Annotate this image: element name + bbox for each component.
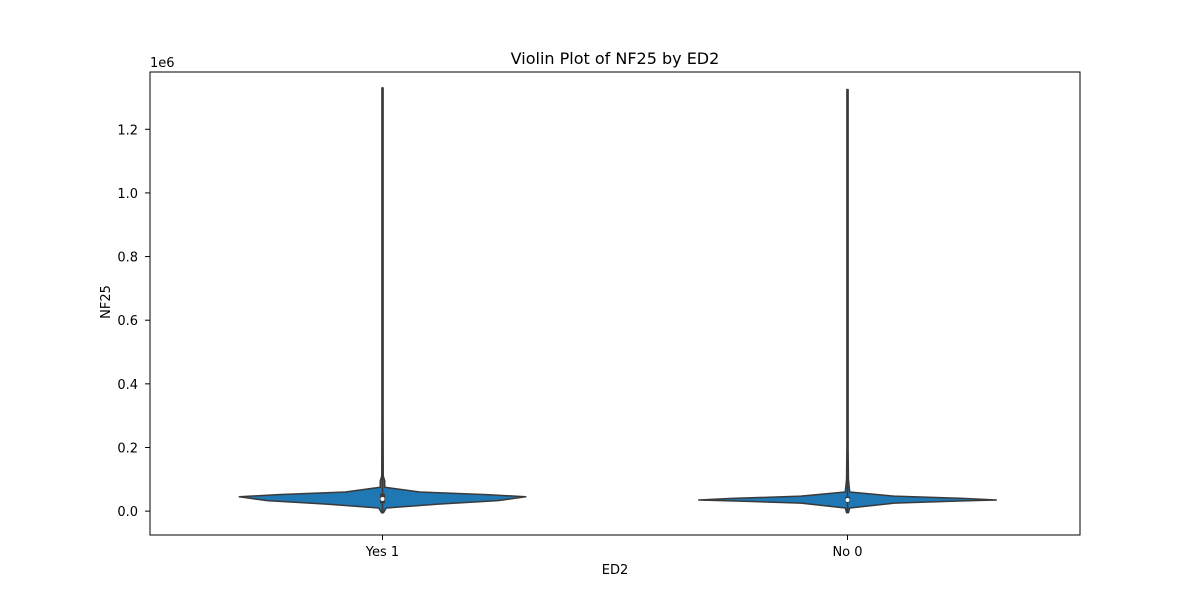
y-tick-label: 0.8 <box>117 251 138 266</box>
y-axis-label: NF25 <box>99 285 114 319</box>
y-tick-label: 0.4 <box>117 378 138 393</box>
violin-median <box>845 497 850 502</box>
violin-median <box>380 497 385 502</box>
y-tick-label: 0.6 <box>117 314 138 329</box>
chart-title: Violin Plot of NF25 by ED2 <box>511 49 720 68</box>
y-tick-label: 0.2 <box>117 441 138 456</box>
y-tick-label: 0.0 <box>117 505 138 520</box>
y-axis-offset-label: 1e6 <box>150 56 175 71</box>
y-tick-label: 1.0 <box>117 187 138 202</box>
x-tick-label: Yes 1 <box>365 545 399 560</box>
y-tick-label: 1.2 <box>117 123 138 138</box>
x-axis-label: ED2 <box>602 563 629 578</box>
x-tick-label: No 0 <box>832 545 862 560</box>
plot-frame <box>149 71 1081 536</box>
